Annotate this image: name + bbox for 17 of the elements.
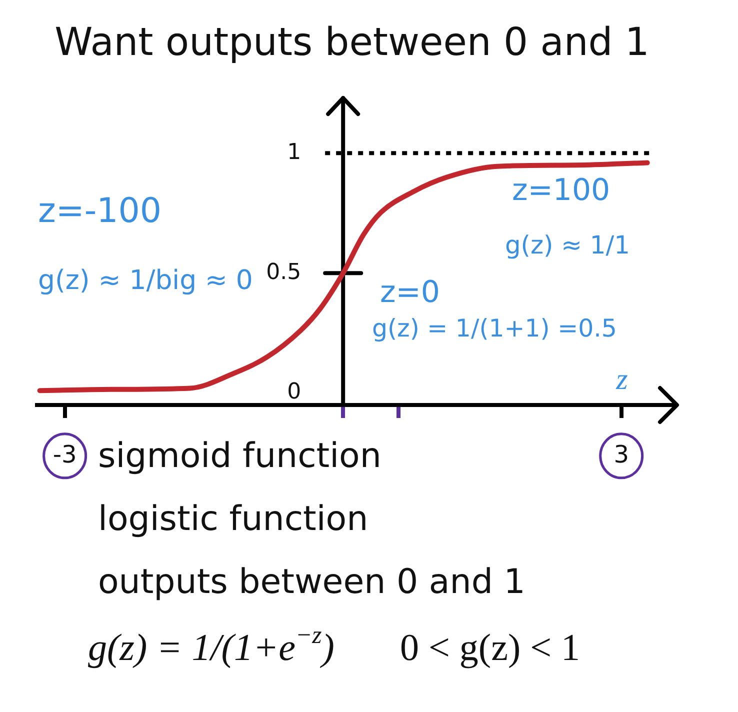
text: outputs between 0 and 1 [98,562,526,602]
y-tick-label: 0.5 [266,260,302,285]
y-tick-label: 0 [287,380,302,405]
annotation: g(z) ≈ 1/1 [505,230,630,260]
text: 0 < g(z) < 1 [400,626,580,669]
annotation: z=-100 [38,190,162,231]
x-tick-label: 3 [614,440,629,469]
annotation: z=0 [380,274,440,310]
annotation: z=100 [512,172,610,208]
annotation: g(z) = 1/(1+1) =0.5 [372,313,617,342]
x-axis-title: z [615,362,628,396]
text: logistic function [98,498,368,539]
chart-title: Want outputs between 0 and 1 [54,20,650,66]
text: sigmoid function [98,436,382,476]
x-tick-label: -3 [52,440,77,469]
annotation: g(z) ≈ 1/big ≈ 0 [38,264,253,296]
y-tick-label: 1 [287,140,302,165]
